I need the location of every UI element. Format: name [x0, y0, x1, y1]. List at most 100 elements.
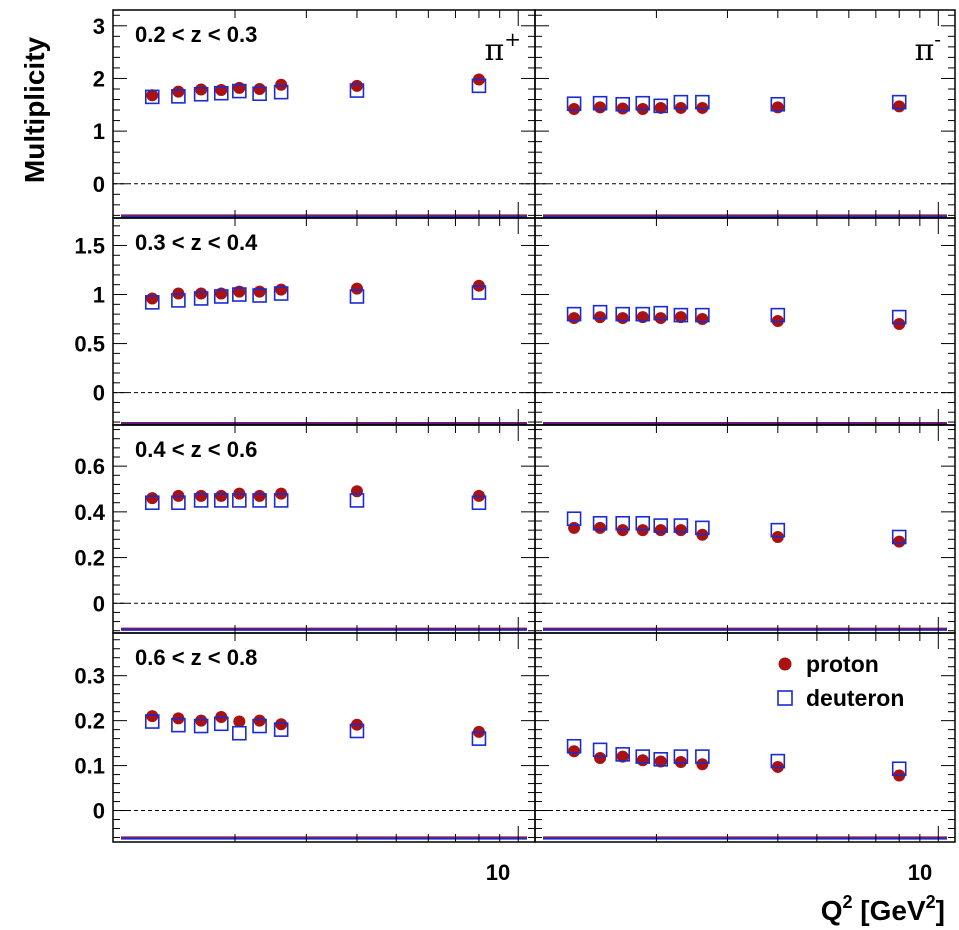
x-axis-title-units: [GeV [853, 895, 926, 926]
panel-r4-c1: 0 0.1 0.2 0.3 0.6 < z < 0.8 [74, 632, 536, 843]
proton-marker [568, 102, 581, 115]
panel-r2-c1: 0 0.5 1 1.5 0.3 < z < 0.4 [74, 217, 536, 426]
deuteron-marker [566, 306, 582, 322]
y-tick-label: 0.3 [74, 664, 105, 689]
y-tick-label: 0.1 [74, 754, 105, 779]
deuteron-marker [232, 725, 247, 741]
deuteron-marker [891, 309, 907, 325]
deuteron-marker [171, 495, 186, 511]
y-tick-label: 0.2 [74, 546, 105, 571]
proton-marker [215, 84, 228, 97]
deuteron-marker [171, 89, 186, 104]
deuteron-marker [144, 295, 160, 310]
deuteron-marker [471, 285, 487, 300]
deuteron-marker [252, 718, 267, 734]
panels-group: 0 1 2 3 0.2 < z < 0.3 π+ π- 0 0.5 1 1.5 0.3 < z < 0… [74, 9, 956, 843]
proton-marker [253, 489, 266, 502]
deuteron-marker [635, 749, 651, 764]
deuteron-marker [615, 306, 631, 322]
deuteron-marker [252, 288, 267, 303]
deuteron-marker [891, 761, 907, 777]
deuteron-marker [471, 78, 487, 94]
proton-marker [350, 79, 363, 92]
deuteron-marker [653, 305, 669, 321]
deuteron-marker [566, 96, 582, 112]
y-axis-title: Multiplicity [19, 36, 50, 183]
legend-deuteron-marker [777, 690, 793, 706]
deuteron-marker [273, 84, 289, 100]
panel-r4-c2 [534, 632, 956, 843]
proton-marker [172, 85, 185, 98]
deuteron-marker [193, 291, 209, 306]
deuteron-marker [635, 95, 651, 111]
proton-marker [275, 718, 288, 731]
proton-marker [654, 755, 667, 768]
deuteron-marker [349, 723, 365, 739]
deuteron-marker [673, 94, 689, 110]
proton-marker [893, 535, 906, 548]
proton-marker [350, 282, 363, 295]
legend-label-proton: proton [806, 651, 879, 677]
y-tick-label: 0 [93, 799, 105, 824]
deuteron-marker [213, 493, 229, 508]
proton-marker [253, 285, 266, 298]
proton-marker [275, 78, 288, 91]
proton-marker [350, 485, 363, 498]
deuteron-marker [615, 515, 631, 531]
deuteron-marker [695, 520, 710, 536]
proton-marker [195, 714, 208, 727]
deuteron-marker [273, 722, 289, 737]
legend-proton-marker [778, 657, 792, 671]
y-tick-label: 0.2 [74, 709, 105, 734]
y-tick-label: 0.5 [74, 332, 105, 357]
deuteron-marker [770, 96, 786, 112]
deuteron-marker [653, 98, 669, 114]
proton-marker [636, 754, 649, 767]
deuteron-marker [592, 95, 608, 111]
x-tick-label-left: 10 [486, 860, 510, 885]
proton-marker [146, 710, 159, 723]
proton-marker [195, 489, 208, 502]
deuteron-marker [592, 304, 608, 320]
panel-r1-c2: π- [534, 9, 956, 219]
proton-marker [654, 524, 667, 537]
panel-r3-c2 [534, 424, 956, 634]
deuteron-marker [673, 749, 689, 764]
x-axis-title-units-sup: 2 [926, 892, 936, 912]
z-bin-label: 0.6 < z < 0.8 [135, 645, 257, 670]
proton-marker [674, 755, 687, 768]
deuteron-marker [673, 307, 689, 323]
deuteron-marker [144, 89, 160, 105]
y-tick-label: 0 [93, 381, 105, 406]
deuteron-marker [213, 289, 229, 304]
hadron-label: π+ [485, 27, 521, 68]
deuteron-marker [349, 289, 365, 304]
deuteron-marker [144, 714, 160, 729]
proton-marker [215, 489, 228, 502]
proton-marker [594, 101, 607, 114]
z-bin-label: 0.2 < z < 0.3 [135, 22, 257, 47]
proton-marker [195, 287, 208, 300]
proton-marker [674, 311, 687, 324]
proton-marker [275, 283, 288, 296]
proton-marker [253, 714, 266, 727]
proton-marker [568, 312, 581, 325]
deuteron-marker [566, 738, 582, 754]
proton-marker [146, 292, 159, 305]
proton-marker [568, 745, 581, 758]
y-tick-label: 1 [93, 283, 105, 308]
deuteron-marker [770, 753, 786, 769]
y-tick-label: 0 [93, 591, 105, 616]
proton-marker [594, 311, 607, 324]
proton-marker [253, 82, 266, 95]
proton-marker [893, 100, 906, 113]
deuteron-marker [273, 493, 289, 508]
x-axis-title-close: ] [936, 895, 945, 926]
legend-label-deuteron: deuteron [806, 685, 904, 711]
proton-marker [146, 89, 159, 102]
hadron-charge: - [934, 27, 941, 51]
panel-r1-c1: 0 1 2 3 0.2 < z < 0.3 π+ [93, 9, 536, 219]
y-tick-label: 0 [93, 172, 105, 197]
deuteron-marker [349, 493, 365, 508]
